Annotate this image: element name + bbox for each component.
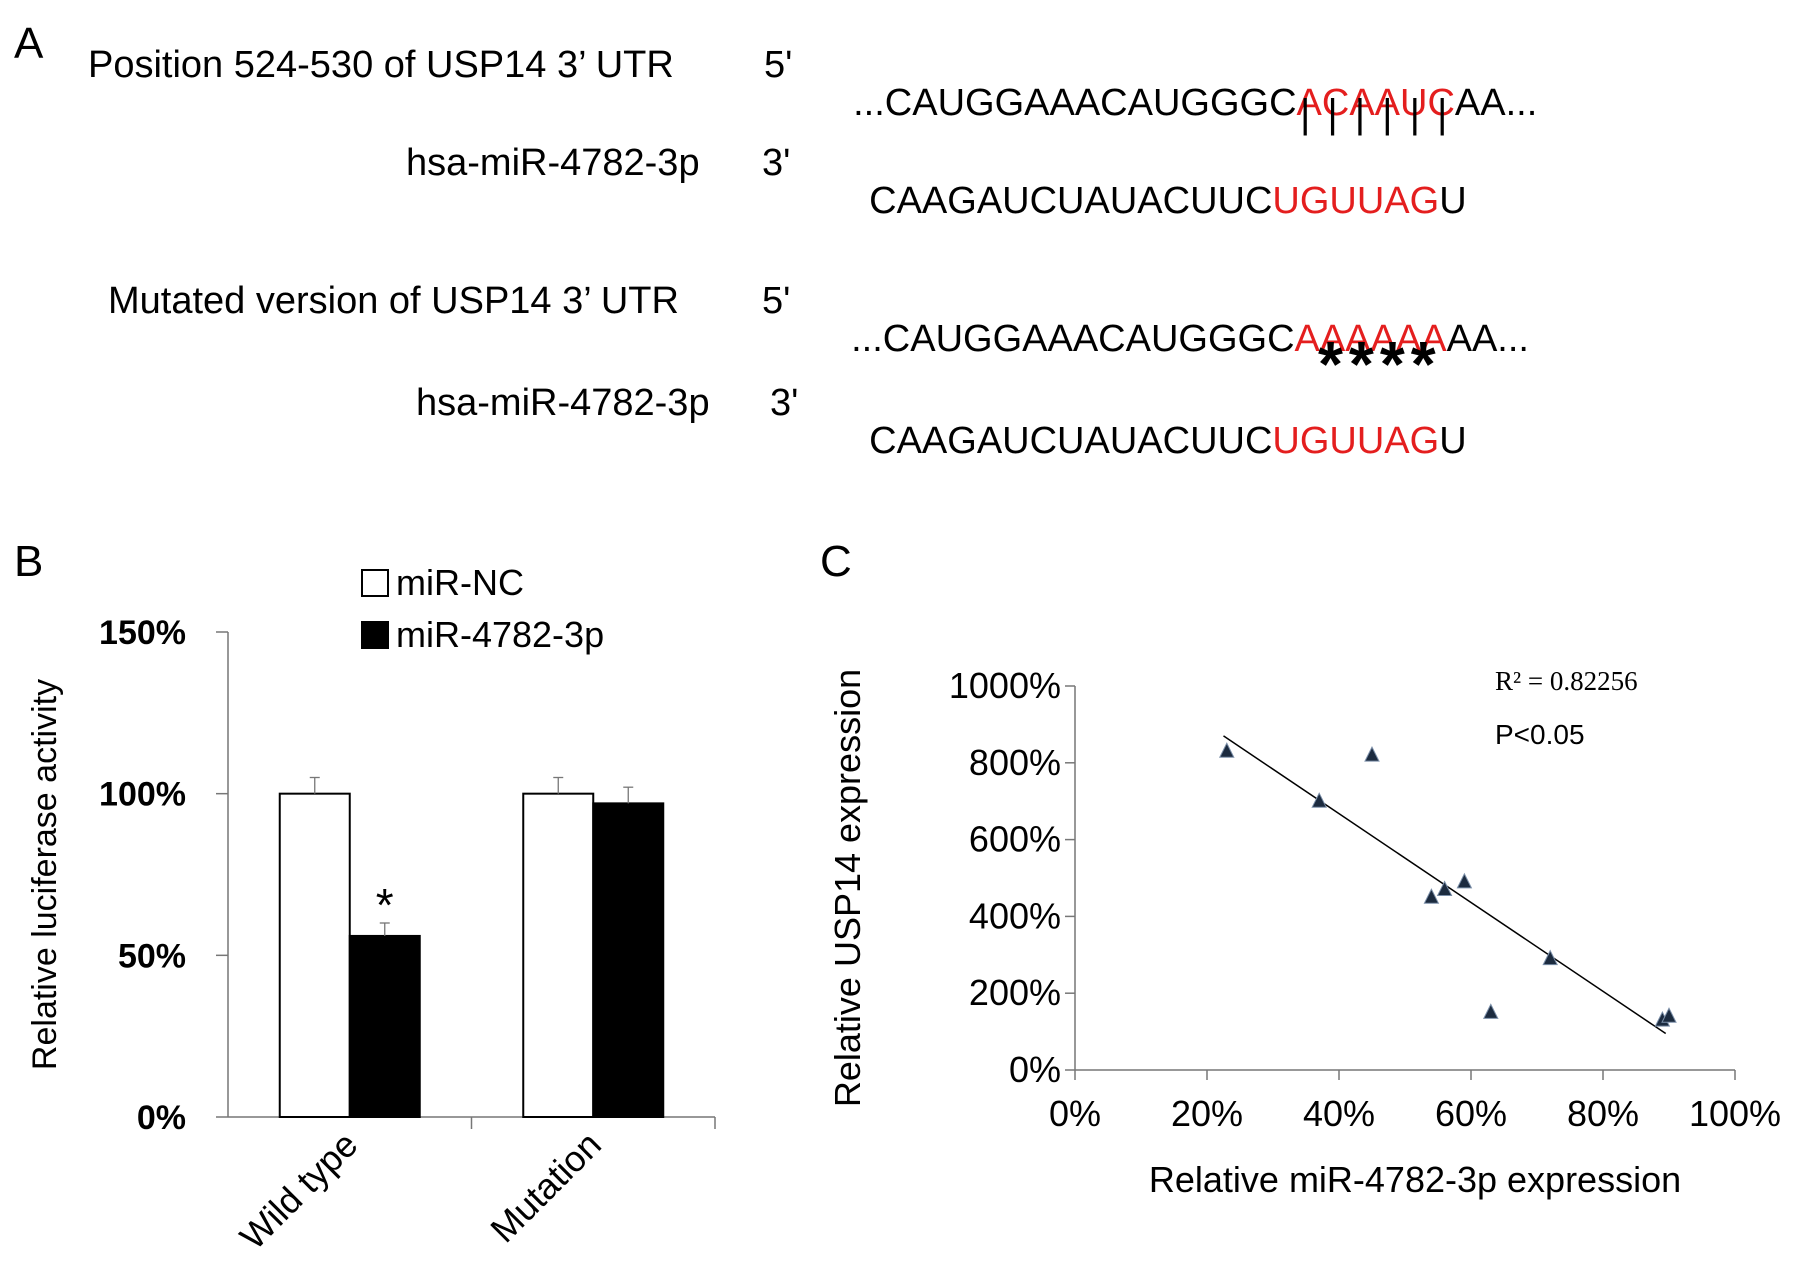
x-tick-label: 40% <box>1303 1093 1375 1134</box>
data-point <box>1311 792 1328 808</box>
x-tick-label: 20% <box>1171 1093 1243 1134</box>
y-tick-label: 0% <box>1009 1049 1061 1090</box>
data-point <box>1423 888 1440 904</box>
bar-chart-luciferase: 0% 50% 100% 150% Relative luciferase activit… <box>26 562 716 1258</box>
wt-utr-end: 5' <box>764 44 793 86</box>
mir2-sequence: CAAGAUCUAUACUUCUGUUAGU <box>848 384 1467 460</box>
bar <box>278 792 351 1119</box>
panel-c-label: C <box>820 537 852 586</box>
r-squared-annotation: R² = 0.82256 <box>1495 666 1638 696</box>
data-point <box>1456 872 1473 889</box>
y-tick-label: 150% <box>99 614 186 652</box>
significance-mark: * <box>376 879 394 931</box>
data-point <box>1364 746 1380 762</box>
mir2-seq-pre: CAAGAUCUAUACUUC <box>869 420 1273 462</box>
wt-utr-seq-post: AA... <box>1454 82 1538 124</box>
mut-utr-end: 5' <box>762 280 791 322</box>
y-tick-label: 0% <box>137 1099 186 1137</box>
data-point <box>1542 949 1559 966</box>
pairing-lines: |||||| <box>1300 92 1465 136</box>
legend-swatch <box>361 569 389 597</box>
mismatch-stars: **** <box>1318 328 1442 400</box>
mir2-seq-site: UGUUAG <box>1272 420 1440 462</box>
mir2-seq-post: U <box>1439 420 1467 462</box>
y-axis-title: Relative luciferase activity <box>26 679 64 1070</box>
mut-utr-seq-post: AA... <box>1446 318 1529 360</box>
legend-label: miR-NC <box>396 562 524 603</box>
wt-utr-seq-site: ACAAUC <box>1296 82 1455 124</box>
y-tick-label: 600% <box>969 819 1061 860</box>
mir2-end: 3' <box>770 382 799 424</box>
mut-utr-seq-site: AAAAAA <box>1294 318 1447 360</box>
bar <box>522 792 595 1119</box>
x-tick-label: 0% <box>1049 1093 1101 1134</box>
y-tick-label: 1000% <box>949 665 1061 706</box>
y-tick-label: 100% <box>99 776 186 814</box>
data-point <box>1436 880 1453 897</box>
legend-swatch <box>361 621 389 649</box>
bar <box>348 934 421 1118</box>
data-point <box>1218 742 1235 758</box>
mut-utr-seq-pre: ...CAUGGAAACAUGGGC <box>851 318 1295 360</box>
panel-b-label: B <box>14 537 44 586</box>
x-tick-label: 80% <box>1567 1093 1639 1134</box>
data-point <box>1482 1003 1499 1019</box>
y-axis-title: Relative USP14 expression <box>827 669 868 1107</box>
mut-utr-label: Mutated version of USP14 3’ UTR <box>108 280 679 322</box>
y-tick-label: 800% <box>969 742 1061 783</box>
data-point <box>1661 1007 1677 1023</box>
x-axis-title: Relative miR-4782-3p expression <box>1149 1159 1681 1200</box>
panel-a-label: A <box>14 19 44 68</box>
y-tick-label: 50% <box>118 937 186 975</box>
mir1-end: 3' <box>762 142 791 184</box>
x-tick-label: 60% <box>1435 1093 1507 1134</box>
p-value-annotation: P<0.05 <box>1495 719 1585 750</box>
mir1-seq-post: U <box>1439 180 1467 222</box>
wt-utr-sequence: ...CAUGGAAACAUGGGCACAAUCAA... <box>832 46 1537 122</box>
mir1-sequence: CAAGAUCUAUACUUCUGUUAGU <box>848 144 1467 220</box>
wt-utr-label: Position 524-530 of USP14 3’ UTR <box>88 44 674 86</box>
x-tick-label: Mutation <box>482 1124 609 1251</box>
bar <box>592 802 665 1118</box>
legend-label: miR-4782-3p <box>396 614 604 655</box>
y-tick-label: 200% <box>969 972 1061 1013</box>
y-tick-label: 400% <box>969 895 1061 936</box>
wt-utr-seq-pre: ...CAUGGAAACAUGGGC <box>853 82 1297 124</box>
x-tick-label: 100% <box>1689 1093 1781 1134</box>
mut-utr-sequence: ...CAUGGAAACAUGGGCAAAAAAAA... <box>830 282 1529 358</box>
mir1-seq-site: UGUUAG <box>1272 180 1440 222</box>
mir1-seq-pre: CAAGAUCUAUACUUC <box>869 180 1273 222</box>
mir1-label: hsa-miR-4782-3p <box>406 142 700 184</box>
mir2-label: hsa-miR-4782-3p <box>416 382 710 424</box>
scatter-chart-correlation: 0% 200% 400% 600% 800% 1000% 0% 20% 40% 60% 80% 100… <box>827 665 1781 1200</box>
x-tick-label: Wild type <box>232 1124 366 1258</box>
